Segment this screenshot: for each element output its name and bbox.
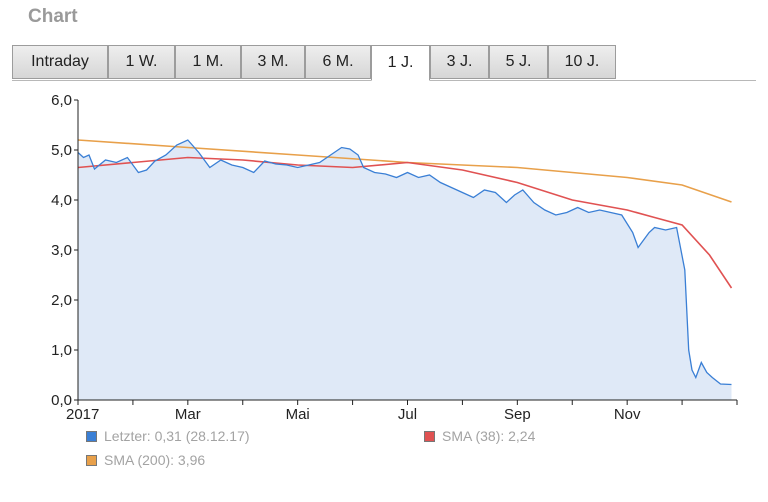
chart-title: Chart xyxy=(28,6,78,27)
x-tick-label: Nov xyxy=(614,406,641,423)
y-tick-label: 2,0 xyxy=(51,292,72,309)
legend-sma200-label: SMA (200): 3,96 xyxy=(104,452,206,468)
tab-1m[interactable]: 1 M. xyxy=(175,45,241,79)
sma38-line xyxy=(77,156,733,289)
x-tick-label: Mai xyxy=(286,406,310,423)
x-tick-label: 2017 xyxy=(66,406,99,423)
tab-5j[interactable]: 5 J. xyxy=(489,45,548,79)
y-tick-label: 0,0 xyxy=(51,392,72,409)
y-tick-label: 1,0 xyxy=(51,342,72,359)
sma200-line xyxy=(77,139,732,203)
legend-sma38: SMA (38): 2,24 xyxy=(424,428,535,444)
y-axis: 0,0 1,0 2,0 3,0 4,0 5,0 6,0 xyxy=(51,92,78,409)
legend-sma38-label: SMA (38): 2,24 xyxy=(442,428,536,444)
timeframe-tabs: Intraday 1 W. 1 M. 3 M. 6 M. 1 J. 3 J. 5… xyxy=(12,45,756,81)
tab-1w[interactable]: 1 W. xyxy=(108,45,175,79)
price-line xyxy=(77,139,732,386)
x-tick-label: Mar xyxy=(175,406,201,423)
tab-6m[interactable]: 6 M. xyxy=(305,45,371,79)
legend-letzter: Letzter: 0,31 (28.12.17) xyxy=(86,428,250,444)
x-axis: 2017 Mar Mai Jul Sep Nov xyxy=(66,400,738,423)
y-tick-label: 3,0 xyxy=(51,242,72,259)
y-tick-label: 5,0 xyxy=(51,142,72,159)
legend-swatch-sma38 xyxy=(424,430,435,442)
x-tick-label: Jul xyxy=(398,406,417,423)
tab-3m[interactable]: 3 M. xyxy=(241,45,305,79)
x-tick-label: Sep xyxy=(504,406,531,423)
tab-3j[interactable]: 3 J. xyxy=(430,45,489,79)
tab-intraday[interactable]: Intraday xyxy=(12,45,108,79)
price-area xyxy=(78,140,732,400)
legend-swatch-price xyxy=(86,430,97,442)
legend-letzter-label: Letzter: 0,31 (28.12.17) xyxy=(104,428,250,444)
y-tick-label: 6,0 xyxy=(51,92,72,109)
price-chart: 0,0 1,0 2,0 3,0 4,0 5,0 6,0 2017 Mar Mai Jul Sep No… xyxy=(51,92,738,423)
tab-1j[interactable]: 1 J. xyxy=(371,45,430,81)
y-tick-label: 4,0 xyxy=(51,192,72,209)
tab-10j[interactable]: 10 J. xyxy=(548,45,616,79)
legend-swatch-sma200 xyxy=(86,454,97,466)
chart-legend: Letzter: 0,31 (28.12.17) SMA (38): 2,24 … xyxy=(0,428,768,498)
legend-sma200: SMA (200): 3,96 xyxy=(86,452,205,468)
